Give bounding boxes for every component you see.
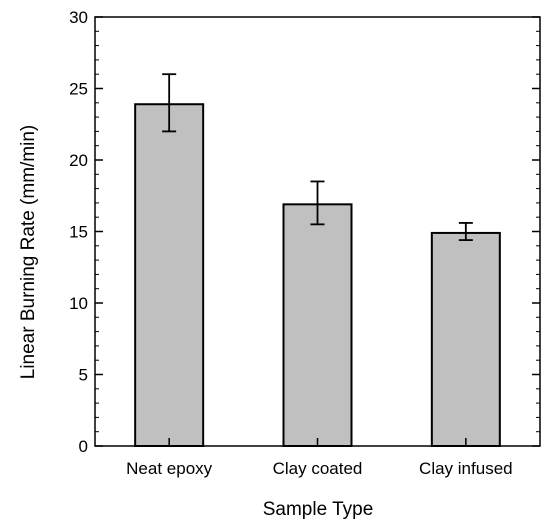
y-tick-label: 25 bbox=[69, 80, 88, 99]
y-tick-label: 10 bbox=[69, 294, 88, 313]
axes-layer bbox=[94, 16, 541, 447]
y-tick-label: 5 bbox=[79, 366, 88, 385]
labels-layer: 0 5 10 15 20 25 30 Neat epoxy Clay coated Clay in… bbox=[69, 8, 513, 478]
bar-neat-epoxy bbox=[134, 103, 205, 447]
bar-clay-infused bbox=[430, 231, 501, 447]
error-bars-layer bbox=[162, 73, 473, 241]
bars-layer bbox=[134, 103, 501, 447]
y-axis-title: Linear Burning Rate (mm/min) bbox=[18, 125, 39, 379]
bar-clay-coated bbox=[282, 203, 353, 447]
x-category-label: Clay infused bbox=[419, 459, 513, 478]
x-category-label: Clay coated bbox=[273, 459, 363, 478]
y-tick-label: 30 bbox=[69, 8, 88, 27]
x-axis-title: Sample Type bbox=[263, 499, 374, 520]
x-category-label: Neat epoxy bbox=[126, 459, 212, 478]
y-tick-label: 15 bbox=[69, 223, 88, 242]
y-tick-label: 20 bbox=[69, 151, 88, 170]
y-tick-label: 0 bbox=[79, 437, 88, 456]
